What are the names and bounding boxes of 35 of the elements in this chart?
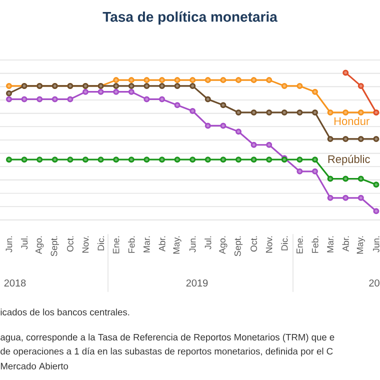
x-tick-label: Ene. xyxy=(296,236,303,254)
x-tick-label: Abr. xyxy=(342,236,349,252)
x-tick-label: Oct. xyxy=(67,236,74,252)
x-tick-label: Jun. xyxy=(373,236,380,252)
x-tick-label: Sept. xyxy=(50,236,59,256)
x-tick-label: Feb. xyxy=(312,236,318,253)
x-tick-label: Abr. xyxy=(158,236,166,252)
text: agua, corresponde a la Tasa de Referencia de Reportos Monetarios (TRM) que e xyxy=(0,334,334,342)
text: Mercado Abierto xyxy=(0,362,68,370)
text: de operaciones a 1 día en las subastas de reportos monetarios, definida por el C xyxy=(0,348,333,356)
chart-title: Tasa de política monetaria xyxy=(102,11,278,25)
x-tick-label: Jun. xyxy=(6,236,12,252)
x-tick-label: Feb. xyxy=(128,236,135,253)
x-tick-label: Jul. xyxy=(204,236,212,250)
x-tick-label: Dic. xyxy=(97,236,104,250)
x-tick-label: Nov. xyxy=(82,236,89,253)
text: 20 xyxy=(369,279,380,287)
x-tick-label: May. xyxy=(356,236,365,254)
x-tick-label: Ago. xyxy=(36,236,44,254)
text: 2018 xyxy=(4,279,26,287)
x-tick-label: Sept. xyxy=(234,236,243,256)
x-tick-label: Jul. xyxy=(20,236,28,250)
x-tick-label: Dic. xyxy=(281,236,288,250)
x-tick-label: Mar. xyxy=(327,236,334,252)
x-tick-label: May. xyxy=(173,236,182,254)
x-tick-label: Oct. xyxy=(250,236,257,252)
text: icados de los bancos centrales. xyxy=(0,308,130,316)
text: 2019 xyxy=(186,279,208,287)
x-tick-label: Ago. xyxy=(219,236,228,254)
series-label: Repúblic xyxy=(328,154,370,166)
x-tick-label: Nov. xyxy=(266,236,272,253)
x-tick-label: Jun. xyxy=(189,236,196,252)
x-tick-label: Mar. xyxy=(144,236,150,252)
x-tick-label: Ene. xyxy=(112,236,120,254)
series-label: Hondur xyxy=(334,116,370,126)
